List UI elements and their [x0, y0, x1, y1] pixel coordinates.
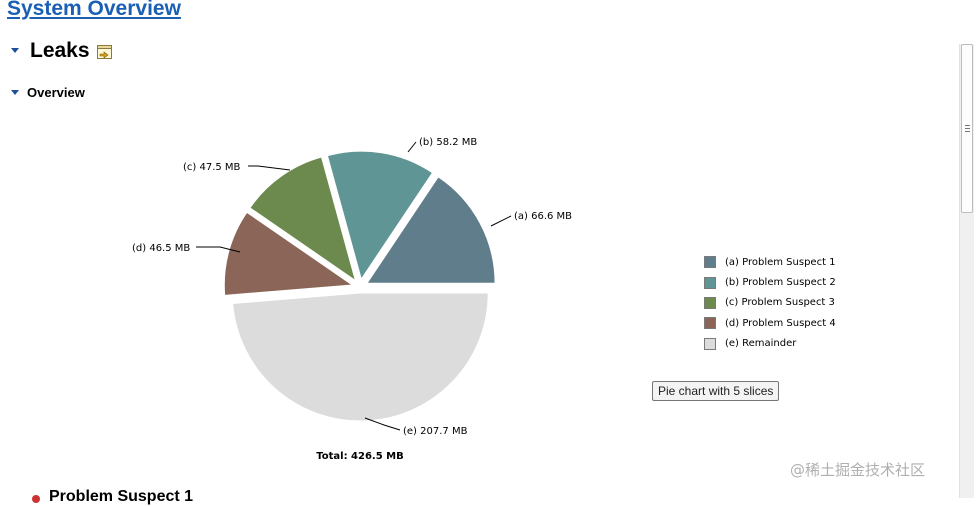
legend-item: (c) Problem Suspect 3: [704, 293, 836, 313]
pie-leader-line: [196, 246, 241, 253]
report-details-icon[interactable]: [96, 44, 112, 63]
pie-label-d: (d) 46.5 MB: [132, 243, 190, 254]
watermark: @稀土掘金技术社区: [790, 461, 926, 479]
pie-leader-line: [490, 215, 512, 227]
pie-slice[interactable]: [223, 211, 354, 296]
pie-leader-lines: [196, 141, 512, 431]
error-dot-icon: [32, 495, 40, 503]
legend-label: (e) Remainder: [725, 338, 797, 350]
chart-tooltip: Pie chart with 5 slices: [652, 381, 780, 401]
pie-slice[interactable]: [232, 292, 489, 422]
collapse-triangle-icon[interactable]: [11, 90, 19, 95]
overview-section-header: Overview: [11, 85, 85, 100]
pie-label-c: (c) 47.5 MB: [183, 162, 241, 173]
pie-slice[interactable]: [366, 176, 496, 284]
legend-label: (b) Problem Suspect 2: [725, 277, 836, 289]
vertical-scrollbar[interactable]: [959, 44, 974, 498]
legend-label: (c) Problem Suspect 3: [725, 297, 835, 309]
problem-suspect-1-heading: Problem Suspect 1: [49, 488, 194, 505]
legend-item: (a) Problem Suspect 1: [704, 252, 836, 272]
legend-label: (a) Problem Suspect 1: [725, 256, 836, 268]
scrollbar-thumb[interactable]: [961, 44, 973, 213]
pie-leader-line: [407, 141, 417, 153]
system-overview-link[interactable]: System Overview: [7, 0, 181, 20]
leaks-heading: Leaks: [30, 38, 90, 62]
legend-item: (d) Problem Suspect 4: [704, 313, 836, 333]
pie-slices: [223, 150, 496, 422]
leaks-section-header: Leaks: [11, 38, 112, 63]
overview-heading: Overview: [27, 85, 85, 100]
legend-swatch: [704, 256, 716, 269]
pie-leader-line: [364, 417, 401, 431]
pie-total-label: Total: 426.5 MB: [316, 451, 404, 462]
legend-swatch: [704, 317, 716, 330]
pie-label-e: (e) 207.7 MB: [403, 426, 468, 437]
pie-slice[interactable]: [326, 150, 434, 281]
legend-item: (b) Problem Suspect 2: [704, 272, 836, 292]
collapse-triangle-icon[interactable]: [11, 48, 19, 53]
pie-leader-line: [248, 165, 291, 171]
pie-label-b: (b) 58.2 MB: [419, 137, 477, 148]
problem-suspect-1-section: Problem Suspect 1: [32, 488, 193, 506]
legend-item: (e) Remainder: [704, 334, 836, 354]
pie-slice[interactable]: [249, 156, 357, 282]
pie-label-a: (a) 66.6 MB: [514, 211, 572, 222]
legend-swatch: [704, 276, 716, 289]
legend-swatch: [704, 296, 716, 309]
legend-swatch: [704, 337, 716, 350]
chart-legend: (a) Problem Suspect 1 (b) Problem Suspec…: [704, 252, 836, 354]
legend-label: (d) Problem Suspect 4: [725, 317, 836, 329]
